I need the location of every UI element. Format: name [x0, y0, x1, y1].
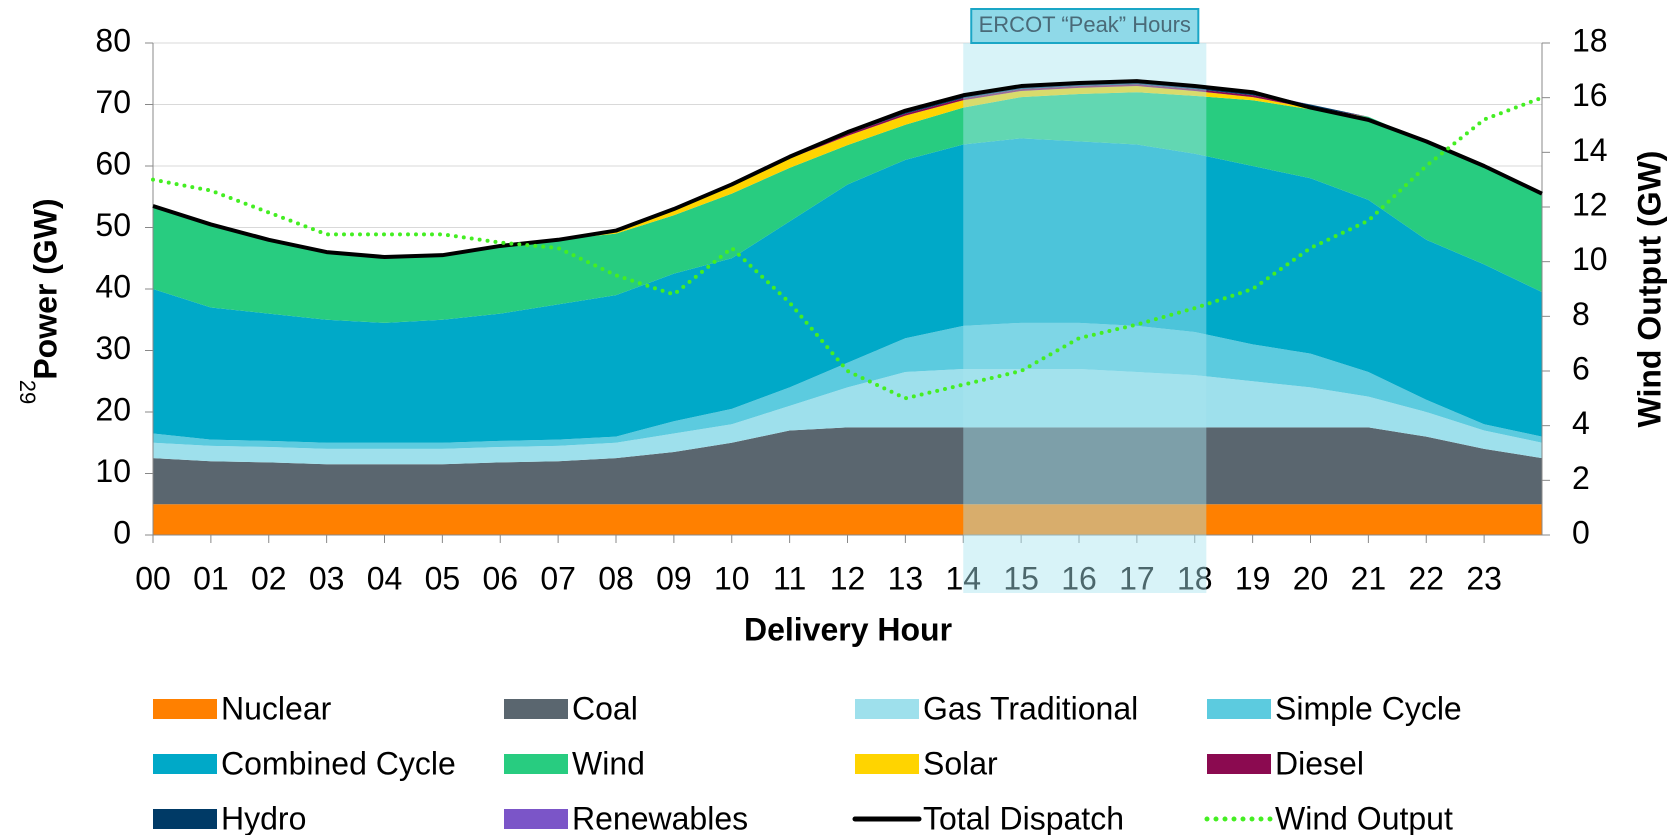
- x-tick-label: 03: [309, 560, 345, 596]
- y-tick-label: 70: [95, 84, 131, 120]
- x-tick-label: 18: [1177, 560, 1213, 596]
- x-tick-label: 08: [598, 560, 634, 596]
- y2-tick-label: 4: [1572, 405, 1590, 441]
- x-tick-label: 21: [1351, 560, 1387, 596]
- y-tick-label: 10: [95, 453, 131, 489]
- legend-label: Diesel: [1275, 745, 1364, 781]
- legend-label: Combined Cycle: [221, 745, 456, 781]
- y2-tick-label: 10: [1572, 241, 1608, 277]
- legend-swatch: [153, 699, 217, 719]
- legend-swatch: [504, 809, 568, 829]
- legend-swatch: [153, 809, 217, 829]
- y2-tick-label: 8: [1572, 296, 1590, 332]
- y-tick-label: 80: [95, 22, 131, 58]
- area: [153, 92, 1542, 323]
- x-tick-label: 19: [1235, 560, 1271, 596]
- side-note: 29: [15, 380, 40, 404]
- legend-swatch: [1207, 754, 1271, 774]
- legend-swatch: [1207, 699, 1271, 719]
- legend-swatch: [504, 754, 568, 774]
- y2-tick-label: 14: [1572, 132, 1608, 168]
- x-tick-label: 00: [135, 560, 171, 596]
- x-tick-label: 09: [656, 560, 692, 596]
- legend-swatch: [504, 699, 568, 719]
- x-axis-title: Delivery Hour: [744, 611, 952, 647]
- legend-swatch: [855, 699, 919, 719]
- x-tick-label: 02: [251, 560, 287, 596]
- x-tick-label: 10: [714, 560, 750, 596]
- x-tick-label: 12: [830, 560, 866, 596]
- x-tick-label: 05: [425, 560, 461, 596]
- area: [153, 427, 1542, 505]
- y2-tick-label: 0: [1572, 514, 1590, 550]
- y-tick-label: 40: [95, 268, 131, 304]
- legend-label: Nuclear: [221, 690, 332, 726]
- y-tick-label: 30: [95, 330, 131, 366]
- y-tick-label: 20: [95, 391, 131, 427]
- legend-label: Wind Output: [1275, 800, 1453, 835]
- y-tick-label: 60: [95, 145, 131, 181]
- highlight-band: [963, 43, 1207, 593]
- x-tick-label: 11: [773, 560, 806, 596]
- x-tick-label: 07: [540, 560, 576, 596]
- y-tick-label: 50: [95, 207, 131, 243]
- legend-label: Renewables: [572, 800, 748, 835]
- x-tick-label: 15: [1003, 560, 1039, 596]
- x-tick-label: 17: [1119, 560, 1155, 596]
- legend-swatch: [855, 754, 919, 774]
- y2-tick-label: 12: [1572, 186, 1608, 222]
- legend-label: Simple Cycle: [1275, 690, 1462, 726]
- x-tick-label: 06: [482, 560, 518, 596]
- legend-label: Total Dispatch: [923, 800, 1124, 835]
- line: [152, 79, 1543, 260]
- y-tick-label: 0: [113, 514, 131, 550]
- x-tick-label: 22: [1408, 560, 1444, 596]
- highlight-label: ERCOT “Peak” Hours: [979, 12, 1191, 37]
- y2-tick-label: 2: [1572, 460, 1590, 496]
- y-axis-title: Power (GW): [27, 198, 63, 379]
- x-tick-label: 01: [193, 560, 229, 596]
- legend-label: Hydro: [221, 800, 306, 835]
- legend-label: Wind: [572, 745, 645, 781]
- area: [153, 504, 1542, 535]
- y2-tick-label: 16: [1572, 77, 1608, 113]
- area: [153, 138, 1542, 443]
- y2-tick-label: 18: [1572, 22, 1608, 58]
- legend-label: Solar: [923, 745, 998, 781]
- highlight-label-box: [970, 8, 1200, 44]
- dotted-line: [151, 95, 1544, 401]
- legend-label: Coal: [572, 690, 638, 726]
- y2-tick-label: 6: [1572, 350, 1590, 386]
- legend-label: Gas Traditional: [923, 690, 1138, 726]
- x-tick-label: 14: [945, 560, 981, 596]
- x-tick-label: 16: [1061, 560, 1097, 596]
- area: [153, 368, 1542, 465]
- x-tick-label: 23: [1466, 560, 1502, 596]
- legend-swatch: [153, 754, 217, 774]
- x-tick-label: 04: [367, 560, 403, 596]
- y2-axis-title: Wind Output (GW): [1631, 151, 1667, 428]
- area: [153, 322, 1542, 449]
- x-tick-label: 13: [888, 560, 924, 596]
- x-tick-label: 20: [1293, 560, 1329, 596]
